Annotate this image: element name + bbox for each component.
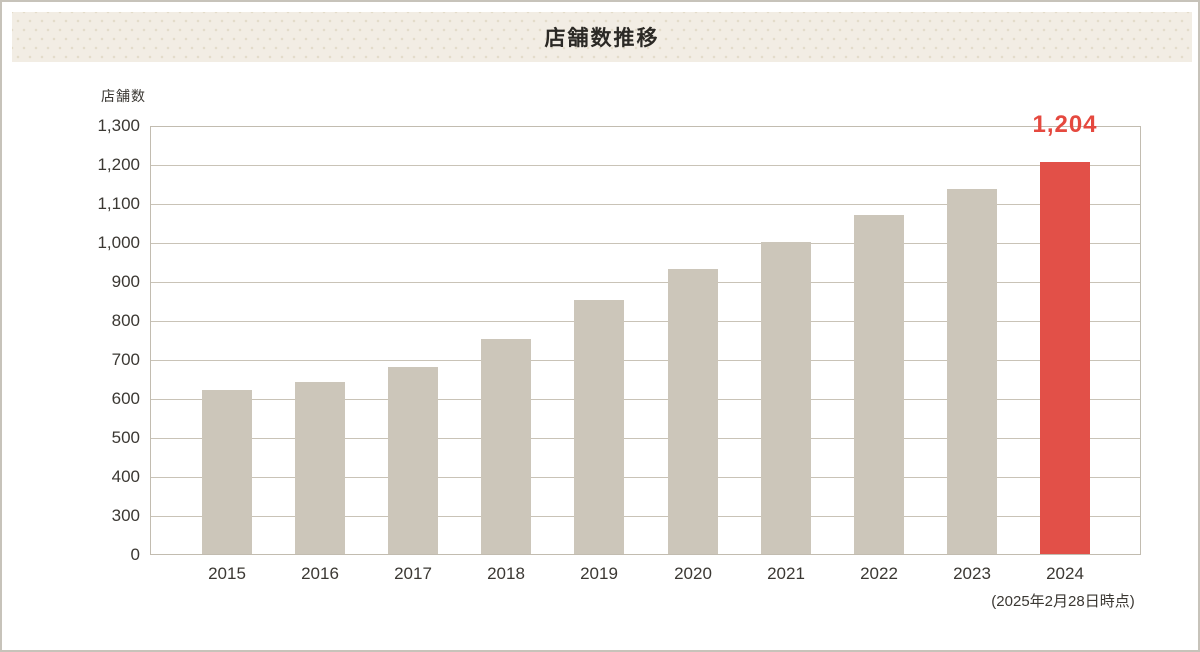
x-tick-label-2018: 2018 (487, 564, 525, 583)
highlight-value-label: 1,204 (1032, 111, 1098, 138)
grid-line (151, 243, 1140, 244)
y-axis-unit-label: 店舗数 (101, 88, 146, 104)
x-tick-label-2019: 2019 (580, 564, 618, 583)
grid-line (151, 204, 1140, 205)
grid-line (151, 165, 1140, 166)
y-tick-label: 1,000 (97, 233, 140, 252)
y-tick-label: 500 (111, 428, 140, 447)
y-tick-label: 300 (111, 506, 140, 525)
bar-2024 (1040, 162, 1090, 554)
grid-line (151, 321, 1140, 322)
x-tick-label-2016: 2016 (301, 564, 339, 583)
grid-line (151, 282, 1140, 283)
y-tick-label: 600 (111, 389, 140, 408)
bar-2022 (854, 215, 904, 554)
grid-line (151, 360, 1140, 361)
y-tick-label: 800 (111, 311, 140, 330)
bar-2023 (947, 189, 997, 554)
grid-line (151, 399, 1140, 400)
y-tick-label: 0 (130, 545, 140, 564)
y-tick-label: 1,100 (97, 194, 140, 213)
x-tick-label-2020: 2020 (674, 564, 712, 583)
bar-2020 (668, 269, 718, 554)
chart-title: 店舗数推移 (544, 27, 660, 50)
x-tick-label-2015: 2015 (208, 564, 246, 583)
x-tick-label-2023: 2023 (953, 564, 991, 583)
bar-2021 (761, 242, 811, 554)
y-tick-label: 1,300 (97, 116, 140, 135)
x-tick-label-2017: 2017 (394, 564, 432, 583)
bar-2015 (202, 390, 252, 554)
y-tick-label: 400 (111, 467, 140, 486)
grid-line (151, 516, 1140, 517)
bar-2017 (388, 367, 438, 554)
grid-line (151, 438, 1140, 439)
x-tick-label-2024: 2024 (1046, 564, 1084, 583)
y-tick-label: 900 (111, 272, 140, 291)
bar-2018 (481, 339, 531, 554)
bar-2016 (295, 382, 345, 554)
bar-2019 (574, 300, 624, 554)
y-tick-label: 700 (111, 350, 140, 369)
x-tick-label-2022: 2022 (860, 564, 898, 583)
plot-area (150, 126, 1141, 555)
grid-line (151, 477, 1140, 478)
x-tick-label-2021: 2021 (767, 564, 805, 583)
date-annotation: (2025年2月28日時点) (991, 593, 1135, 610)
chart-header-band: 店舗数推移 (12, 12, 1192, 62)
y-tick-label: 1,200 (97, 155, 140, 174)
